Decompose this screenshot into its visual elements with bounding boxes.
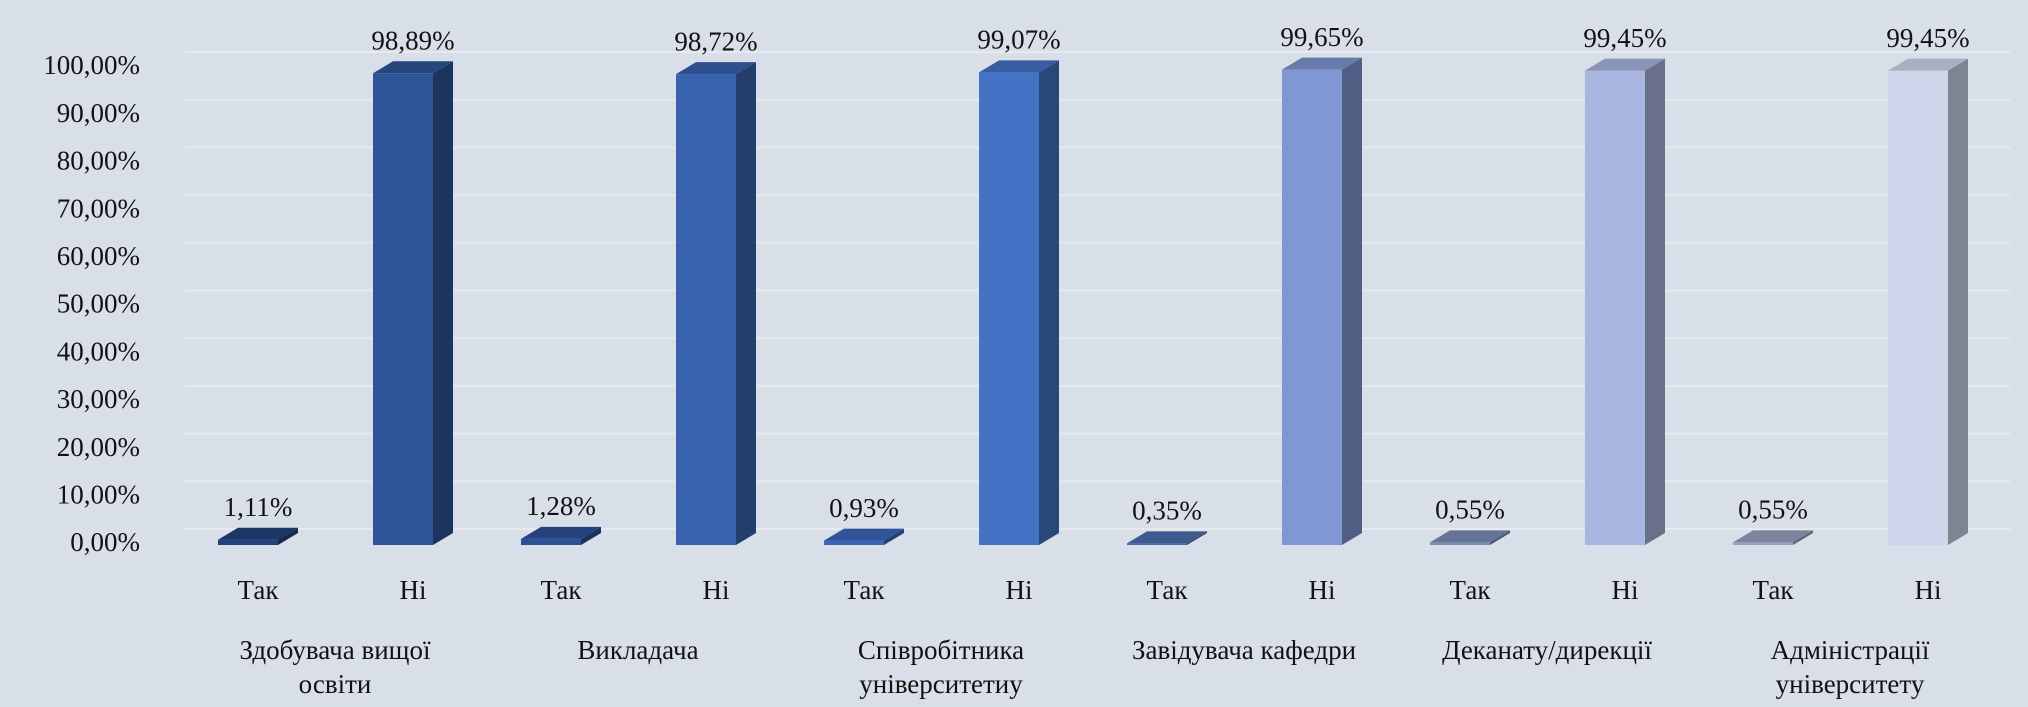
x-tick-label: Так (238, 575, 280, 605)
value-label: 0,55% (1435, 495, 1505, 525)
bar-side (1948, 58, 1968, 545)
bar (373, 61, 453, 545)
bar-top (1127, 531, 1207, 544)
bar (521, 526, 601, 545)
bar-top (218, 527, 298, 540)
y-tick-label: 10,00% (57, 480, 140, 510)
y-tick-label: 70,00% (57, 193, 140, 223)
bar-front (373, 73, 433, 545)
bar (1430, 530, 1510, 545)
value-label: 1,28% (526, 491, 596, 521)
value-label: 99,65% (1280, 22, 1363, 52)
bar-front (1430, 542, 1490, 545)
bar-top (1282, 57, 1362, 70)
x-tick-label: Ні (703, 575, 730, 605)
bar-side (1039, 60, 1059, 546)
x-tick-label: Так (844, 575, 886, 605)
x-tick-label: Так (541, 575, 583, 605)
bar-front (676, 74, 736, 546)
x-tick-label: Ні (1006, 575, 1033, 605)
y-tick-label: 40,00% (57, 336, 140, 366)
y-tick-label: 20,00% (57, 432, 140, 462)
bar-top (373, 61, 453, 74)
bar-side (1793, 530, 1813, 545)
bar-top (1733, 530, 1813, 543)
x-tick-label: Так (1753, 575, 1795, 605)
group-label: Здобувача вищої освіти (239, 635, 431, 699)
y-tick-label: 0,00% (70, 527, 140, 557)
value-label: 98,72% (674, 26, 757, 56)
group-label: Адміністрації університету (1770, 635, 1930, 699)
bar-side (433, 61, 453, 545)
value-label: 98,89% (371, 25, 454, 55)
y-tick-label: 50,00% (57, 289, 140, 319)
x-tick-label: Так (1450, 575, 1492, 605)
bar (979, 60, 1059, 546)
bar-side (1490, 530, 1510, 545)
bar-front (1888, 70, 1948, 545)
bar-front (218, 539, 278, 545)
bar-side (736, 62, 756, 546)
y-tick-label: 80,00% (57, 146, 140, 176)
bar-top (1430, 530, 1510, 543)
bar (676, 62, 756, 546)
group-label: Викладача (577, 635, 699, 665)
bar-front (1585, 70, 1645, 545)
bar-top (676, 62, 756, 75)
bar-top (824, 528, 904, 541)
y-tick-label: 90,00% (57, 98, 140, 128)
bar (1585, 58, 1665, 545)
value-label: 0,55% (1738, 495, 1808, 525)
bar-front (1733, 542, 1793, 545)
bar (1888, 58, 1968, 545)
bar-side (1645, 58, 1665, 545)
bar-front (1127, 543, 1187, 545)
bar-top (1888, 58, 1968, 71)
x-tick-label: Ні (1612, 575, 1639, 605)
value-label: 99,45% (1886, 23, 1969, 53)
bar-side (1187, 531, 1207, 545)
bar (1282, 57, 1362, 546)
bar-front (824, 540, 884, 545)
value-label: 0,35% (1132, 496, 1202, 526)
bar-top (979, 60, 1059, 73)
bar-top (521, 526, 601, 539)
bar-side (278, 527, 298, 545)
group-label: Завідувача кафедри (1131, 635, 1357, 665)
x-tick-label: Ні (1309, 575, 1336, 605)
bar (1733, 530, 1813, 545)
value-label: 1,11% (224, 492, 293, 522)
x-tick-label: Ні (1915, 575, 1942, 605)
y-tick-label: 100,00% (43, 50, 140, 80)
bar-front (1282, 69, 1342, 546)
bar (824, 528, 904, 545)
value-label: 99,07% (977, 25, 1060, 55)
group-label: Деканату/дирекції (1442, 635, 1652, 665)
bar-side (884, 528, 904, 545)
bar (1127, 531, 1207, 545)
value-label: 99,45% (1583, 23, 1666, 53)
bar-front (979, 72, 1039, 545)
y-tick-label: 30,00% (57, 384, 140, 414)
x-tick-label: Ні (400, 575, 427, 605)
value-label: 0,93% (829, 493, 899, 523)
bar-side (581, 526, 601, 545)
y-tick-label: 60,00% (57, 241, 140, 271)
x-tick-label: Так (1147, 575, 1189, 605)
bar (218, 527, 298, 545)
bar-top (1585, 58, 1665, 71)
group-label: Співробітника університетиу (857, 635, 1025, 699)
bar-side (1342, 57, 1362, 546)
bar-front (521, 538, 581, 545)
